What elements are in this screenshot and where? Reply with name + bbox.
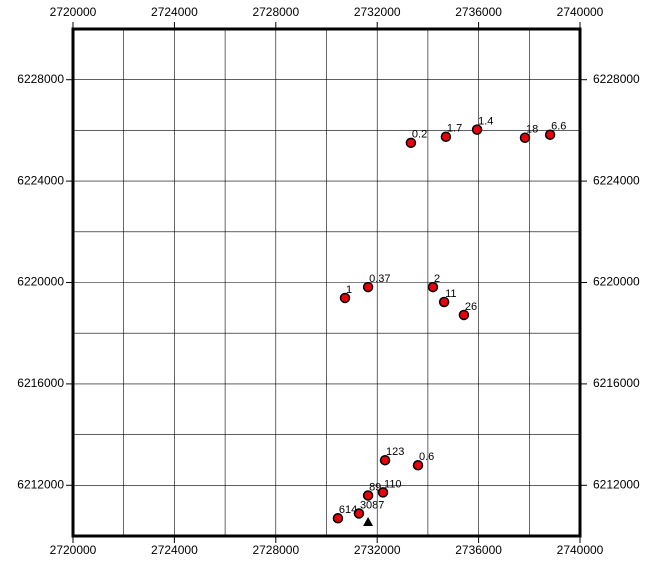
point <box>332 513 344 524</box>
y-tick-label: 6228000 <box>17 72 64 86</box>
point-label: 1 <box>346 284 352 296</box>
y-tick-label: 6228000 <box>593 72 640 86</box>
x-tick-label: 2736000 <box>455 5 502 19</box>
y-tick-label: 6212000 <box>593 477 640 491</box>
point <box>471 124 483 135</box>
y-tick-label: 6212000 <box>17 477 64 491</box>
point <box>353 508 365 519</box>
x-tick-label: 2724000 <box>151 5 198 19</box>
point <box>405 137 417 149</box>
point <box>440 131 452 142</box>
y-tick-label: 6220000 <box>17 275 64 289</box>
point-label: 110 <box>384 478 402 490</box>
point <box>379 454 391 466</box>
y-tick-label: 6224000 <box>17 173 64 187</box>
station <box>363 517 374 527</box>
point-label: 0.6 <box>419 451 434 463</box>
point <box>339 292 351 304</box>
y-tick-label: 6224000 <box>593 173 640 187</box>
y-tick-label: 6216000 <box>17 376 64 390</box>
x-tick-label: 2728000 <box>252 543 299 557</box>
x-tick-label: 2728000 <box>252 5 299 19</box>
point-label: 3087 <box>360 499 384 511</box>
point-label: 123 <box>386 446 404 458</box>
x-tick-label: 2740000 <box>557 543 604 557</box>
x-tick-label: 2732000 <box>354 5 401 19</box>
frame <box>71 27 582 538</box>
point-label: 0.2 <box>412 129 427 141</box>
point <box>544 129 556 140</box>
x-tick-label: 2740000 <box>557 5 604 19</box>
point <box>438 296 450 308</box>
point <box>377 487 389 498</box>
x-tick-label: 2724000 <box>151 543 198 557</box>
point <box>519 132 531 144</box>
x-tick-label: 2736000 <box>455 543 502 557</box>
point <box>427 281 439 293</box>
point <box>458 309 470 321</box>
x-tick-label: 2732000 <box>354 543 401 557</box>
point <box>362 281 374 293</box>
point-label: 6.6 <box>551 121 566 133</box>
point-label: 1.4 <box>478 116 493 128</box>
y-tick-label: 6220000 <box>593 275 640 289</box>
point-label: 18 <box>526 124 538 136</box>
x-tick-label: 2720000 <box>50 543 97 557</box>
point-label: 614 <box>339 504 357 516</box>
point-label: 26 <box>465 301 477 313</box>
y-tick-label: 6216000 <box>593 376 640 390</box>
point-label: 2 <box>434 273 440 285</box>
point <box>362 490 374 501</box>
x-tick-label: 2720000 <box>50 5 97 19</box>
point <box>412 460 424 471</box>
point-label: 0.37 <box>369 273 390 285</box>
point-label: 11 <box>445 288 456 300</box>
point-label: 1.7 <box>447 123 462 135</box>
